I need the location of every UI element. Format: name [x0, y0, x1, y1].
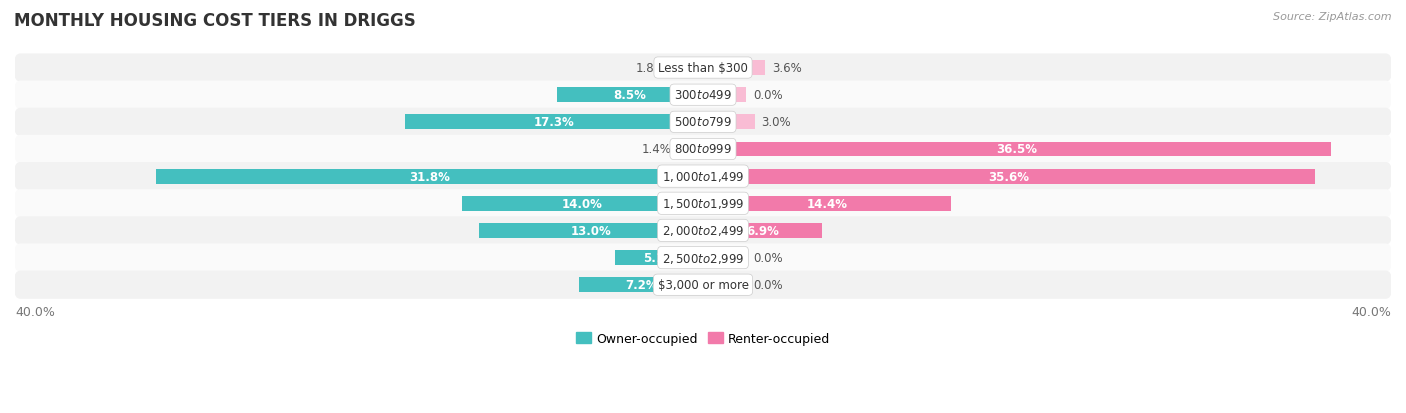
Text: 0.0%: 0.0%	[752, 252, 783, 264]
FancyBboxPatch shape	[14, 54, 1392, 83]
Text: 40.0%: 40.0%	[15, 305, 55, 318]
Bar	[703, 115, 755, 130]
Bar	[703, 196, 950, 211]
Text: $1,500 to $1,999: $1,500 to $1,999	[662, 197, 744, 211]
Text: 31.8%: 31.8%	[409, 170, 450, 183]
FancyBboxPatch shape	[14, 81, 1392, 109]
Text: $1,000 to $1,499: $1,000 to $1,499	[662, 170, 744, 184]
Text: Source: ZipAtlas.com: Source: ZipAtlas.com	[1274, 12, 1392, 22]
Text: 6.9%: 6.9%	[747, 224, 779, 237]
Text: 0.0%: 0.0%	[752, 89, 783, 102]
FancyBboxPatch shape	[14, 190, 1392, 218]
Bar	[703, 169, 1316, 184]
Bar	[679, 142, 703, 157]
Text: Less than $300: Less than $300	[658, 62, 748, 75]
Bar	[703, 251, 747, 266]
Text: 0.0%: 0.0%	[752, 278, 783, 292]
Legend: Owner-occupied, Renter-occupied: Owner-occupied, Renter-occupied	[571, 327, 835, 350]
Bar	[579, 278, 703, 292]
FancyBboxPatch shape	[14, 135, 1392, 164]
Bar	[557, 88, 703, 103]
Bar	[703, 142, 1331, 157]
FancyBboxPatch shape	[14, 271, 1392, 299]
Bar	[703, 278, 747, 292]
Bar	[703, 61, 765, 76]
Text: 14.4%: 14.4%	[806, 197, 848, 210]
FancyBboxPatch shape	[14, 217, 1392, 245]
Bar	[156, 169, 703, 184]
FancyBboxPatch shape	[14, 109, 1392, 137]
Text: $2,500 to $2,999: $2,500 to $2,999	[662, 251, 744, 265]
Bar	[405, 115, 703, 130]
Bar	[463, 196, 703, 211]
Text: $300 to $499: $300 to $499	[673, 89, 733, 102]
Text: $800 to $999: $800 to $999	[673, 143, 733, 156]
Text: 3.0%: 3.0%	[762, 116, 792, 129]
Text: 14.0%: 14.0%	[562, 197, 603, 210]
Text: 8.5%: 8.5%	[613, 89, 647, 102]
Text: 40.0%: 40.0%	[1351, 305, 1391, 318]
Text: 5.1%: 5.1%	[643, 252, 675, 264]
Bar	[703, 223, 821, 238]
Text: 13.0%: 13.0%	[571, 224, 612, 237]
Text: MONTHLY HOUSING COST TIERS IN DRIGGS: MONTHLY HOUSING COST TIERS IN DRIGGS	[14, 12, 416, 30]
Text: 1.4%: 1.4%	[643, 143, 672, 156]
FancyBboxPatch shape	[14, 244, 1392, 272]
Text: 17.3%: 17.3%	[534, 116, 575, 129]
Text: 36.5%: 36.5%	[997, 143, 1038, 156]
Bar	[672, 61, 703, 76]
Text: 3.6%: 3.6%	[772, 62, 801, 75]
Text: 35.6%: 35.6%	[988, 170, 1029, 183]
Bar	[616, 251, 703, 266]
Text: $500 to $799: $500 to $799	[673, 116, 733, 129]
Text: $2,000 to $2,499: $2,000 to $2,499	[662, 224, 744, 238]
Bar	[703, 88, 747, 103]
Text: 1.8%: 1.8%	[636, 62, 665, 75]
Bar	[479, 223, 703, 238]
Text: 7.2%: 7.2%	[624, 278, 658, 292]
Text: $3,000 or more: $3,000 or more	[658, 278, 748, 292]
FancyBboxPatch shape	[14, 163, 1392, 191]
